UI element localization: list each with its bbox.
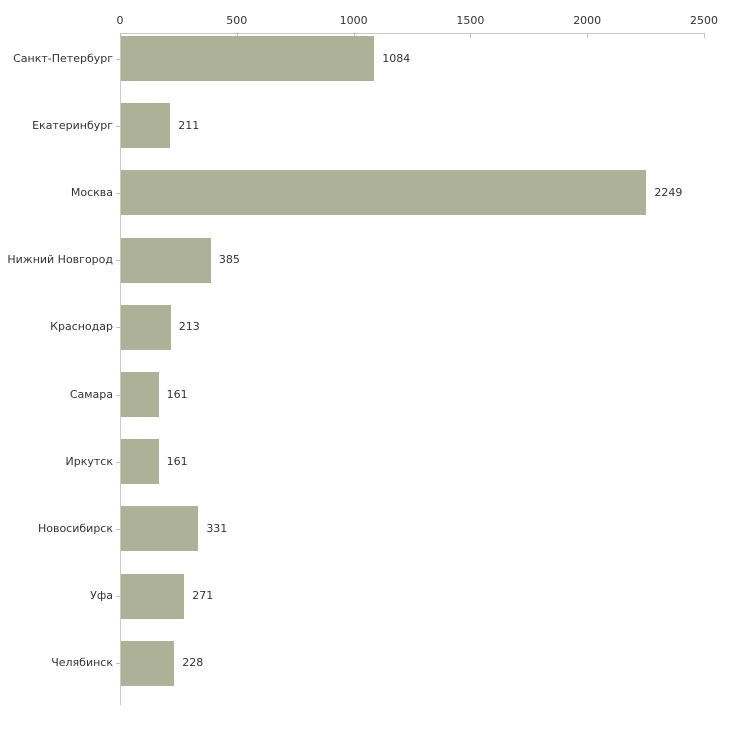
bar [121,372,159,417]
bar [121,36,375,81]
value-label: 331 [206,521,228,535]
bar [121,103,171,149]
bar [121,573,185,619]
bar [121,170,647,216]
bar-row: Самара 161 [0,369,730,436]
category-label: Новосибирск [37,521,113,535]
bar-row: Иркутск 161 [0,436,730,503]
value-label: 211 [178,118,200,132]
bar-row: Санкт-Петербург 1084 [0,33,730,100]
y-axis-tick-mark [116,596,120,598]
bar [121,439,159,485]
y-axis-line [120,33,121,705]
bar-row: Москва 2249 [0,167,730,234]
y-axis-tick-mark [116,125,120,127]
value-label: 271 [192,589,214,603]
bar-row: Новосибирск 331 [0,503,730,570]
x-axis-tick-mark [236,33,238,38]
y-axis-tick-mark [116,260,120,262]
value-label: 2249 [654,185,683,199]
bar-row: Нижний Новгород 385 [0,235,730,302]
x-axis-tick-mark [704,33,705,38]
category-label: Челябинск [51,656,113,670]
x-axis-tick-mark [353,33,355,38]
y-axis-tick-mark [116,394,120,396]
value-label: 228 [182,656,204,670]
x-axis-tick-label: 1500 [456,14,485,27]
value-label: 385 [218,253,240,267]
category-label: Самара [69,387,113,401]
y-axis-tick-mark [116,192,120,194]
x-axis-tick-label: 2000 [573,14,602,27]
category-label: Москва [70,185,113,199]
x-axis-tick-label: 2500 [690,14,718,27]
category-label: Краснодар [50,320,113,334]
bar-row: Екатеринбург 211 [0,100,730,167]
bar-row: Уфа 271 [0,571,730,638]
bar-row: Краснодар 213 [0,302,730,369]
value-label: 1084 [382,51,411,65]
x-axis-tick-mark [587,33,589,38]
x-axis-tick-mark [120,33,121,38]
x-axis-line [120,33,705,34]
category-label: Уфа [90,589,113,603]
x-axis-tick-label: 0 [116,14,124,27]
category-label: Нижний Новгород [7,253,113,267]
bar [121,237,211,283]
value-label: 161 [166,387,188,401]
x-axis-tick-mark [470,33,472,38]
bar [121,640,175,686]
bar-row: Челябинск 228 [0,638,730,705]
bar [121,304,171,350]
y-axis-tick-mark [116,461,120,463]
category-label: Иркутск [65,454,113,468]
category-label: Екатеринбург [32,118,113,132]
value-label: 213 [178,320,200,334]
category-label: Санкт-Петербург [13,51,113,65]
y-axis-tick-mark [116,528,120,530]
x-axis-tick-label: 1000 [339,14,368,27]
x-axis-tick-label: 500 [226,14,248,27]
y-axis-tick-mark [116,327,120,329]
y-axis-tick-mark [116,58,120,60]
y-axis-tick-mark [116,663,120,665]
bar [121,506,199,552]
value-label: 161 [166,454,188,468]
